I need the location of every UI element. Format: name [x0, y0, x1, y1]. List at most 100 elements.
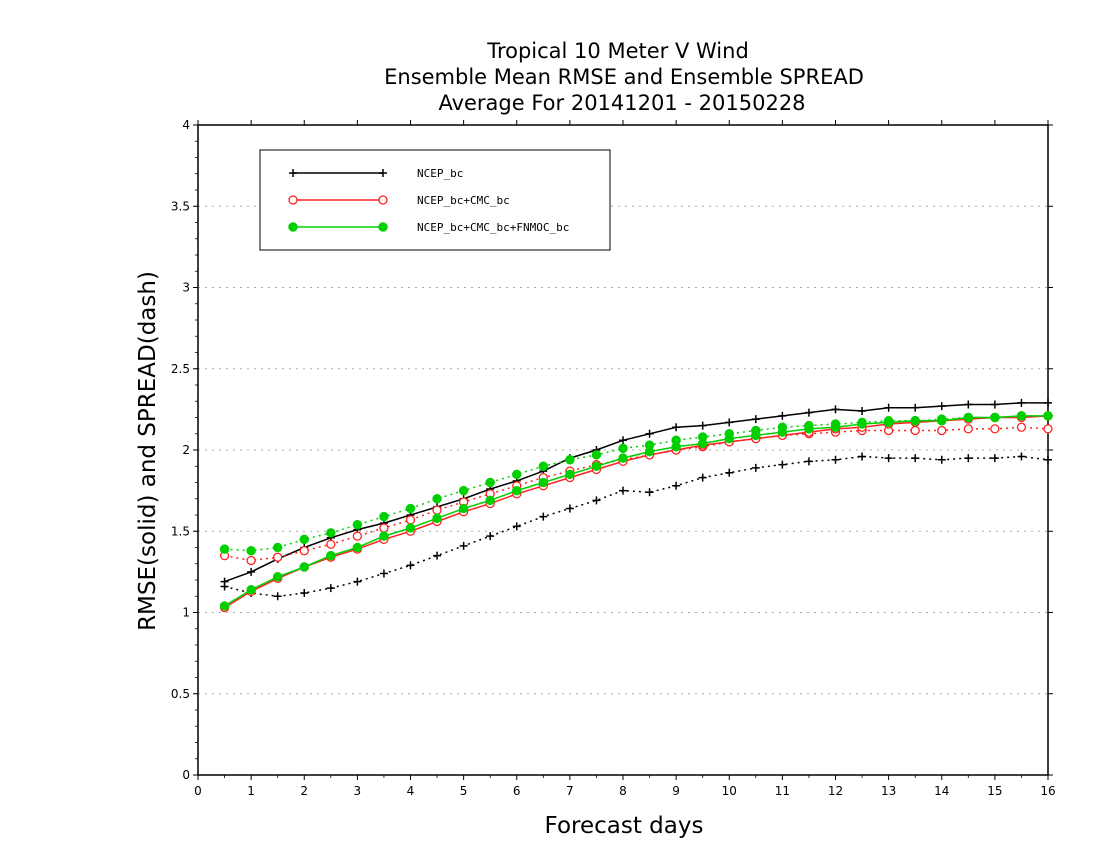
series-2-rmse-point	[724, 433, 734, 444]
x-tick-label-11: 11	[775, 784, 790, 798]
legend-marker-1-end	[378, 195, 388, 205]
series-2-spread-point	[565, 455, 575, 465]
series-2-spread-line	[224, 415, 1048, 552]
series-0-spread-point	[831, 455, 840, 464]
series-1-spread-point	[432, 505, 442, 515]
y-tick-label-1: 1	[182, 606, 190, 620]
series-2-rmse-point	[618, 453, 628, 463]
series-2-rmse-point	[405, 523, 416, 533]
series-0-spread-point	[858, 452, 867, 461]
x-tick-label-15: 15	[987, 784, 1002, 798]
series-0-spread-point	[565, 504, 574, 513]
series-0-spread-point	[406, 561, 415, 570]
series-0-spread-point	[539, 512, 548, 521]
series-2-rmse-point	[246, 585, 256, 595]
series-0-spread-point	[433, 551, 442, 560]
series-0-spread-point	[725, 468, 734, 477]
series-0-spread-point	[486, 532, 495, 541]
series-1-spread-point	[352, 531, 363, 541]
series-0-rmse-point	[858, 407, 867, 415]
x-tick-label-1: 1	[247, 784, 255, 798]
series-2-spread-point	[379, 511, 389, 522]
x-axis-title: Forecast days	[545, 813, 704, 839]
series-0-spread-point	[379, 569, 388, 578]
series-0-rmse-point	[698, 421, 707, 430]
series-0-spread-line	[224, 455, 1049, 598]
series-1-rmse-line	[224, 415, 1049, 609]
series-2-rmse-point	[565, 469, 575, 480]
series-1-spread-point	[246, 555, 256, 566]
series-2-rmse-point	[326, 550, 336, 561]
series-2-rmse-point	[538, 477, 549, 488]
x-tick-label-3: 3	[354, 784, 362, 798]
legend-marker-1-start	[288, 195, 298, 205]
series-0-spread-point	[751, 463, 760, 472]
legend-label-2: NCEP_bc+CMC_bc+FNMOC_bc	[417, 221, 569, 234]
series-0-spread-point	[459, 541, 468, 550]
series-0-spread-point	[512, 522, 521, 531]
series-2-spread-point	[219, 544, 230, 554]
series-2-rmse-point	[432, 513, 442, 523]
series-0-spread-point	[990, 454, 999, 463]
series-2-spread-point	[405, 503, 416, 514]
series-2-rmse-point	[937, 416, 947, 426]
series-1-spread-point	[1043, 424, 1053, 434]
series-0-rmse-point	[247, 567, 256, 576]
y-tick-label-3.5: 3.5	[171, 199, 190, 213]
x-tick-label-12: 12	[828, 784, 843, 798]
y-axis-title: RMSE(solid) and SPREAD(dash)	[135, 271, 161, 631]
legend-label-1: NCEP_bc+CMC_bc	[417, 194, 510, 207]
series-2-rmse-point	[299, 562, 309, 572]
series-2-spread-point	[299, 534, 309, 545]
series-2-spread-point	[352, 520, 363, 530]
series-0-rmse-point	[220, 577, 229, 586]
series-lines	[219, 398, 1053, 613]
legend-marker-0-start	[289, 169, 297, 177]
series-2-spread-point	[591, 450, 602, 460]
legend-label-0: NCEP_bc	[417, 167, 463, 180]
series-2-spread-point	[485, 477, 495, 488]
series-1-spread-point	[326, 539, 336, 549]
series-0-spread-point	[937, 455, 946, 464]
series-1-spread-point	[937, 425, 947, 436]
series-0-spread-point	[911, 454, 920, 463]
series-0-rmse-point	[911, 403, 920, 412]
legend-marker-2-end	[378, 222, 388, 232]
series-0-spread-point	[592, 496, 601, 505]
legend: NCEP_bc NCEP_bc+CMC_bc NCEP_bc+CMC_bc+FNMO…	[259, 149, 611, 251]
chart-title: Tropical 10 Meter V Wind Ensemble Mean R…	[384, 39, 864, 115]
series-0-rmse-point	[645, 429, 654, 438]
y-tick-label-3: 3	[182, 281, 190, 295]
legend-marker-0-end	[379, 169, 387, 177]
y-tick-label-2.5: 2.5	[171, 362, 190, 376]
series-2-rmse-line	[224, 415, 1048, 607]
title-line-1: Tropical 10 Meter V Wind	[486, 39, 749, 63]
series-0-rmse-point	[937, 402, 946, 411]
series-2-spread-point	[246, 546, 256, 556]
series-0-spread-point	[698, 473, 707, 482]
series-2-rmse-point	[883, 417, 894, 428]
series-1-spread-point	[379, 523, 389, 533]
series-0-rmse-point	[751, 415, 760, 424]
series-2-rmse-point	[804, 424, 814, 434]
x-tick-label-10: 10	[722, 784, 737, 798]
series-0-spread-point	[804, 457, 813, 466]
series-0-spread-point	[273, 592, 282, 601]
x-tick-label-6: 6	[513, 784, 521, 798]
series-2-rmse-point	[751, 430, 761, 441]
series-0-rmse-point	[964, 400, 973, 409]
x-tick-label-4: 4	[407, 784, 415, 798]
y-tick-label-4: 4	[182, 118, 190, 132]
series-2-rmse-point	[458, 503, 469, 514]
x-tick-label-7: 7	[566, 784, 574, 798]
series-0-rmse-point	[990, 400, 999, 409]
series-2-rmse-point	[1016, 411, 1027, 421]
series-2-rmse-point	[352, 542, 363, 553]
series-0-rmse-point	[672, 423, 681, 432]
x-tick-label-13: 13	[881, 784, 896, 798]
series-0-rmse-line	[224, 402, 1048, 583]
series-1-spread-point	[299, 546, 309, 556]
series-0-spread-point	[619, 486, 627, 495]
series-1-spread-point	[990, 424, 1000, 434]
